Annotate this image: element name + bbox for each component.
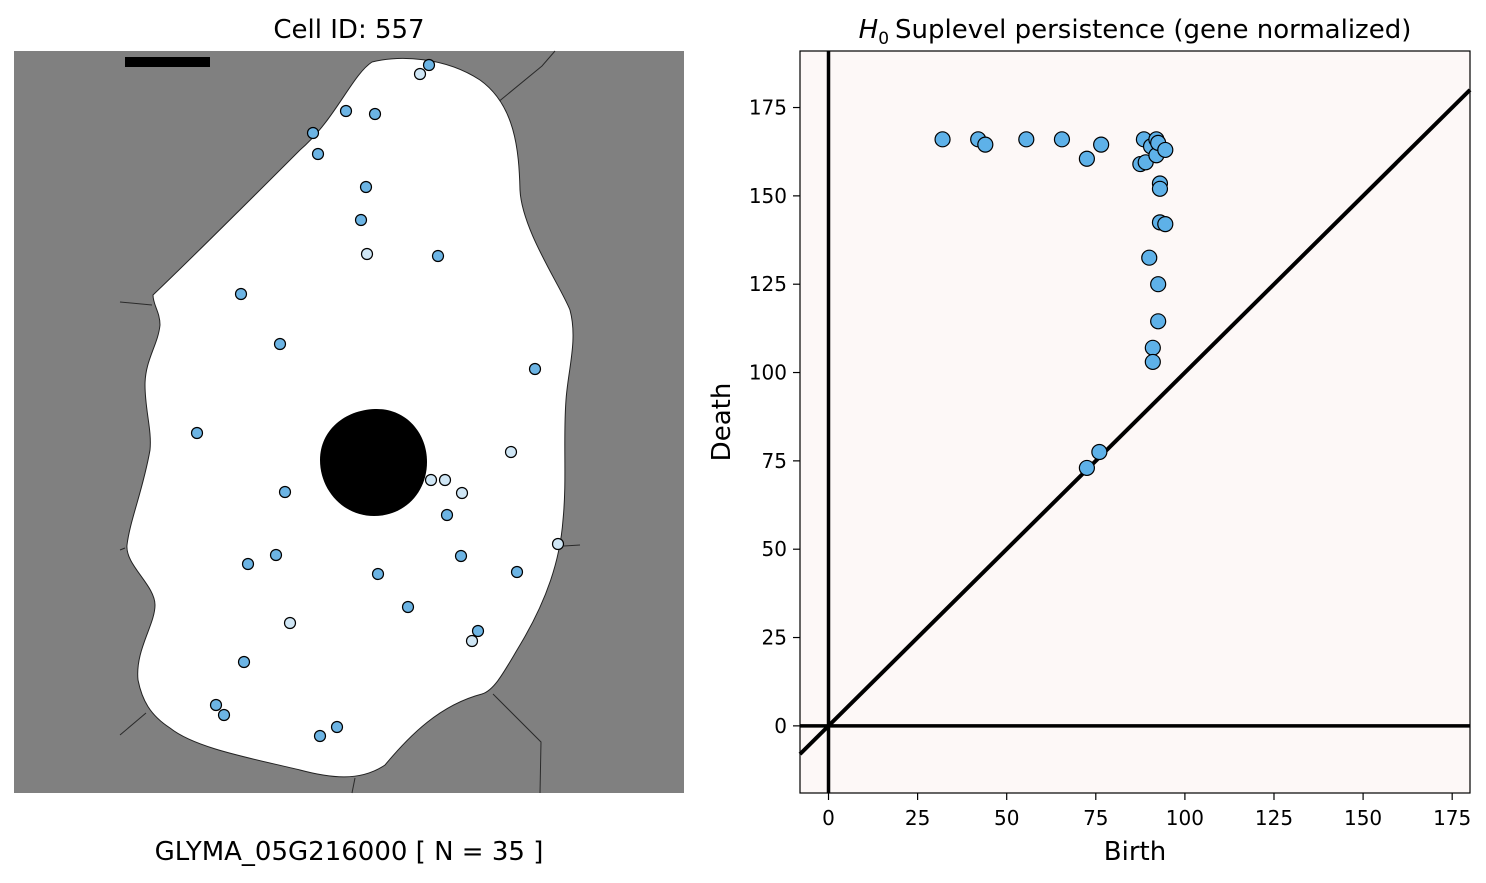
transcript-point (271, 550, 282, 561)
x-tick-label: 50 (994, 806, 1019, 830)
y-tick-label: 50 (762, 537, 787, 561)
transcript-point (362, 249, 373, 260)
y-tick-label: 125 (749, 272, 787, 296)
x-tick-label: 0 (822, 806, 835, 830)
persistence-point (1151, 314, 1166, 329)
persistence-point (1092, 445, 1107, 460)
persistence-point (1158, 217, 1173, 232)
transcript-point (236, 289, 247, 300)
y-axis-label: Death (707, 383, 737, 462)
title-text: Suplevel persistence (gene normalized) (895, 15, 1411, 45)
gene-label: GLYMA_05G216000 [ N = 35 ] (155, 837, 544, 867)
persistence-point (935, 132, 950, 147)
scale-bar (125, 57, 210, 67)
transcript-point (415, 69, 426, 80)
transcript-point (308, 128, 319, 139)
transcript-point (313, 149, 324, 160)
transcript-point (403, 602, 414, 613)
persistence-point (1054, 132, 1069, 147)
persistence-point (1158, 142, 1173, 157)
transcript-point (442, 510, 453, 521)
transcript-point (361, 182, 372, 193)
x-tick-label: 125 (1255, 806, 1293, 830)
transcript-point (243, 559, 254, 570)
transcript-point (275, 339, 286, 350)
title-subscript: 0 (878, 29, 889, 49)
x-tick-label: 100 (1166, 806, 1204, 830)
persistence-point (1019, 132, 1034, 147)
persistence-title: H0 Suplevel persistence (gene normalized) (859, 15, 1412, 49)
transcript-point (530, 364, 541, 375)
transcript-point (211, 700, 222, 711)
transcript-point (373, 569, 384, 580)
persistence-point (1145, 354, 1160, 369)
transcript-point (426, 475, 437, 486)
y-tick-label: 175 (749, 96, 787, 120)
persistence-point (1079, 151, 1094, 166)
persistence-point (1094, 137, 1109, 152)
x-tick-label: 75 (1083, 806, 1108, 830)
transcript-point (512, 567, 523, 578)
title-symbol: H (859, 15, 879, 45)
transcript-point (356, 215, 367, 226)
persistence-diagram-panel: H0 Suplevel persistence (gene normalized)… (707, 15, 1471, 867)
y-tick-label: 0 (774, 714, 787, 738)
persistence-point (1145, 340, 1160, 355)
transcript-point (332, 722, 343, 733)
cell-title: Cell ID: 557 (273, 15, 424, 45)
y-tick-label: 25 (762, 626, 787, 650)
persistence-point (1151, 277, 1166, 292)
y-tick-label: 75 (762, 449, 787, 473)
persistence-point (978, 137, 993, 152)
persistence-point (1079, 460, 1094, 475)
transcript-point (341, 106, 352, 117)
transcript-point (553, 539, 564, 550)
transcript-point (219, 710, 230, 721)
x-tick-label: 175 (1433, 806, 1471, 830)
nucleus (320, 409, 427, 516)
x-axis-label: Birth (1104, 837, 1166, 867)
transcript-point (285, 618, 296, 629)
transcript-point (280, 487, 291, 498)
x-tick-label: 150 (1344, 806, 1382, 830)
transcript-point (315, 731, 326, 742)
transcript-point (456, 551, 467, 562)
transcript-point (457, 488, 468, 499)
transcript-point (239, 657, 250, 668)
x-axis-ticks: 0 25 50 75 100 125 150 175 (822, 793, 1471, 830)
transcript-point (424, 60, 435, 71)
transcript-point (467, 636, 478, 647)
transcript-point (440, 475, 451, 486)
persistence-point (1152, 181, 1167, 196)
y-tick-label: 100 (749, 361, 787, 385)
transcript-point (192, 428, 203, 439)
x-tick-label: 25 (905, 806, 930, 830)
y-axis-ticks: 0 25 50 75 100 125 150 175 (749, 96, 800, 738)
transcript-point (473, 626, 484, 637)
y-tick-label: 150 (749, 184, 787, 208)
transcript-point (506, 447, 517, 458)
transcript-point (370, 109, 381, 120)
cell-image-panel: Cell ID: 557 GLYMA_05G216000 [ N = 35 ] (14, 15, 684, 867)
persistence-point (1142, 250, 1157, 265)
transcript-point (433, 251, 444, 262)
